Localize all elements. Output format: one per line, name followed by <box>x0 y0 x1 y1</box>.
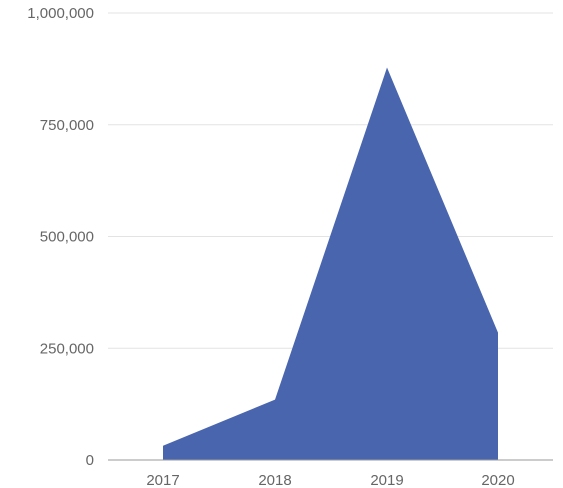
y-axis-tick-labels: 0 250,000 500,000 750,000 1,000,000 <box>27 5 94 469</box>
y-tick-label: 250,000 <box>40 340 94 357</box>
y-tick-label: 0 <box>86 452 94 469</box>
x-tick-label: 2017 <box>146 472 179 488</box>
y-tick-label: 1,000,000 <box>27 5 94 22</box>
x-tick-label: 2020 <box>481 472 514 488</box>
x-tick-label: 2019 <box>370 472 403 488</box>
area-series <box>163 67 498 460</box>
x-tick-label: 2018 <box>258 472 291 488</box>
x-axis-tick-labels: 2017 2018 2019 2020 <box>146 472 514 488</box>
y-tick-label: 500,000 <box>40 229 94 246</box>
y-tick-label: 750,000 <box>40 117 94 134</box>
area-layer <box>163 67 498 460</box>
